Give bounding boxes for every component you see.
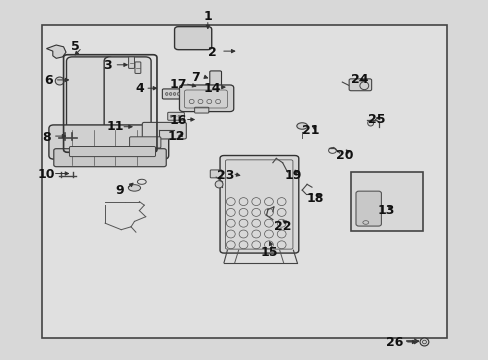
Text: 15: 15: [260, 246, 277, 258]
Text: 17: 17: [169, 78, 187, 91]
Text: 7: 7: [191, 71, 200, 84]
Text: 4: 4: [135, 82, 143, 95]
FancyBboxPatch shape: [210, 170, 222, 178]
Text: 10: 10: [38, 168, 55, 181]
Text: 6: 6: [44, 75, 53, 87]
Ellipse shape: [170, 115, 172, 117]
FancyBboxPatch shape: [135, 62, 141, 73]
Text: 23: 23: [217, 169, 234, 182]
Bar: [41, 25, 447, 338]
Text: 9: 9: [115, 184, 124, 197]
FancyBboxPatch shape: [194, 107, 208, 113]
FancyBboxPatch shape: [142, 122, 186, 139]
Text: 21: 21: [301, 124, 319, 137]
Ellipse shape: [177, 93, 180, 95]
Ellipse shape: [55, 77, 64, 85]
Ellipse shape: [173, 93, 176, 95]
Ellipse shape: [174, 115, 176, 117]
Text: 22: 22: [273, 220, 291, 233]
FancyBboxPatch shape: [66, 57, 113, 150]
Text: 19: 19: [284, 169, 302, 182]
Ellipse shape: [169, 93, 172, 95]
Polygon shape: [46, 45, 66, 58]
FancyBboxPatch shape: [54, 149, 166, 167]
Ellipse shape: [362, 221, 368, 224]
FancyBboxPatch shape: [174, 27, 211, 50]
Text: 24: 24: [350, 73, 367, 86]
FancyBboxPatch shape: [348, 79, 371, 91]
FancyBboxPatch shape: [69, 147, 155, 157]
Text: 18: 18: [306, 192, 324, 205]
Ellipse shape: [296, 123, 307, 129]
FancyBboxPatch shape: [179, 85, 233, 112]
FancyBboxPatch shape: [162, 89, 185, 99]
Text: 8: 8: [42, 131, 51, 144]
Ellipse shape: [419, 338, 428, 346]
FancyBboxPatch shape: [49, 125, 168, 159]
Text: 2: 2: [208, 46, 217, 59]
FancyBboxPatch shape: [167, 112, 184, 120]
Ellipse shape: [178, 115, 180, 117]
Bar: [350, 172, 423, 231]
Text: 5: 5: [71, 40, 80, 53]
FancyBboxPatch shape: [209, 71, 221, 88]
Text: 20: 20: [335, 149, 353, 162]
Text: 16: 16: [169, 114, 187, 127]
FancyBboxPatch shape: [104, 57, 151, 150]
Text: 25: 25: [367, 113, 385, 126]
Text: 12: 12: [167, 130, 184, 143]
Text: 14: 14: [203, 82, 221, 95]
Text: 1: 1: [203, 10, 212, 23]
Ellipse shape: [128, 185, 141, 191]
Text: 11: 11: [106, 120, 123, 133]
Text: 13: 13: [377, 204, 394, 217]
Ellipse shape: [367, 120, 373, 126]
FancyBboxPatch shape: [129, 137, 161, 148]
Ellipse shape: [359, 82, 368, 90]
Text: 26: 26: [386, 336, 403, 349]
Ellipse shape: [165, 93, 168, 95]
FancyBboxPatch shape: [355, 191, 381, 226]
Ellipse shape: [215, 181, 223, 188]
Text: 3: 3: [103, 59, 112, 72]
FancyBboxPatch shape: [128, 57, 134, 68]
FancyBboxPatch shape: [220, 156, 298, 253]
